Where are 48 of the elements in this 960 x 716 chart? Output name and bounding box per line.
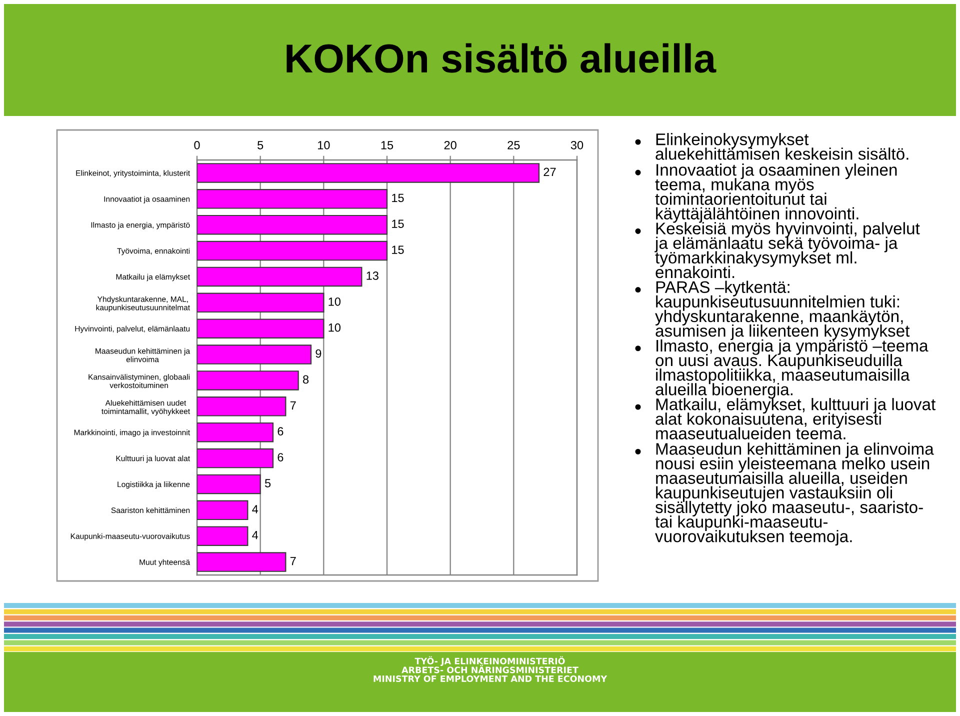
data-label: 10 <box>328 297 341 306</box>
x-tick-label: 20 <box>444 140 456 150</box>
bar <box>197 448 274 468</box>
data-label: 10 <box>328 323 341 332</box>
data-label: 15 <box>392 194 404 202</box>
data-label: 5 <box>264 479 271 488</box>
bar <box>197 396 286 416</box>
text: Keskeisiä myös hyvinvointi, palvelut ja elämänlaatu sekä työvoima- ja työmarkkinakysymykset ml. ennakointi. <box>654 222 920 278</box>
x-tick-label: 0 <box>194 140 200 150</box>
data-label: 6 <box>278 427 284 436</box>
data-label: 15 <box>392 220 404 228</box>
bar <box>197 318 324 338</box>
x-tick-label: 10 <box>318 140 330 150</box>
text: PARAS –kytkentä: kaupunkiseutusuunnitelmien tuki: yhdyskuntarakenne, maankäytön, asumisen ja liikenteen kysymykset <box>655 280 910 340</box>
data-label: 15 <box>392 246 404 254</box>
data-label: 8 <box>303 375 309 384</box>
x-tick-label: 5 <box>258 141 264 150</box>
bar <box>197 526 248 546</box>
data-label: 27 <box>544 168 556 176</box>
data-label: 7 <box>290 401 296 410</box>
text: TYÖ- JA ELINKEINOMINISTERIÖ ARBETS- OCH NÄRINGSMINISTERIET MINISTRY OF EMPLOYMENT AND THE ECONOMY <box>374 656 608 682</box>
text: Innovaatiot ja osaaminen yleinen teema, mukana myös toimintaorientoitunut tai käyttäjälähtöinen innovointi. <box>655 164 897 223</box>
data-label: 4 <box>252 531 258 540</box>
bar <box>197 214 388 235</box>
bar <box>197 344 312 364</box>
bar <box>197 163 540 183</box>
bar <box>197 292 324 313</box>
text: Matkailu, elämykset, kulttuuri ja luovat alat kokonaisuutena, erityisesti maaseutualueiden teema. <box>656 398 936 440</box>
bar <box>197 266 362 287</box>
text: Maaseudun kehittäminen ja elinvoima nousi esiin yleisteemana melko usein maaseutumaisilla alueilla, useiden kaupunkiseutujen vastauksiin oli sisällytetty joko maaseutu-, saaristo- tai kaupunki-maaseutu- vuorovaikutuksen teemoja. <box>655 442 934 546</box>
x-tick-label: 25 <box>508 140 520 150</box>
chart-title: KOKOn sisältö alueilla <box>286 43 716 73</box>
text: Elinkeinokysymykset aluekehittämisen keskeisin sisältö. <box>656 133 908 160</box>
bar <box>197 189 388 209</box>
data-label: 6 <box>278 453 284 462</box>
bar <box>197 370 299 390</box>
bar <box>197 474 261 494</box>
bar <box>197 552 286 572</box>
data-label: 9 <box>316 349 322 358</box>
x-tick-label: 30 <box>570 140 584 150</box>
bar <box>197 422 274 442</box>
x-tick-label: 15 <box>381 141 394 150</box>
data-label: 7 <box>290 556 296 566</box>
text: Ilmasto, energia ja ympäristö –teema on uusi avaus. Kaupunkiseuduilla ilmastopolitiikka, maaseutumaisilla alueilla bioenergia. <box>656 339 928 399</box>
data-label: 4 <box>252 505 258 514</box>
bar <box>197 240 388 261</box>
bar <box>197 500 248 520</box>
data-label: 13 <box>366 272 378 280</box>
